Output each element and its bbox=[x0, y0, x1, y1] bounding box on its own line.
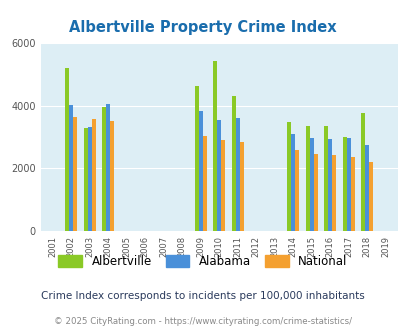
Bar bbox=[309, 138, 313, 231]
Bar bbox=[360, 113, 364, 231]
Bar bbox=[346, 138, 350, 231]
Bar bbox=[369, 162, 373, 231]
Bar bbox=[313, 154, 317, 231]
Bar bbox=[286, 121, 290, 231]
Bar bbox=[194, 86, 198, 231]
Bar bbox=[65, 68, 69, 231]
Text: © 2025 CityRating.com - https://www.cityrating.com/crime-statistics/: © 2025 CityRating.com - https://www.city… bbox=[54, 317, 351, 326]
Bar bbox=[110, 121, 114, 231]
Bar bbox=[290, 134, 294, 231]
Bar bbox=[83, 128, 87, 231]
Bar bbox=[305, 126, 309, 231]
Bar bbox=[106, 104, 110, 231]
Bar bbox=[364, 145, 369, 231]
Bar bbox=[87, 127, 92, 231]
Bar bbox=[239, 142, 243, 231]
Bar bbox=[92, 119, 96, 231]
Text: Albertville Property Crime Index: Albertville Property Crime Index bbox=[69, 20, 336, 35]
Bar bbox=[350, 157, 354, 231]
Bar bbox=[324, 126, 328, 231]
Bar bbox=[69, 105, 73, 231]
Bar bbox=[235, 118, 239, 231]
Bar bbox=[73, 117, 77, 231]
Bar bbox=[217, 120, 221, 231]
Bar bbox=[213, 61, 217, 231]
Bar bbox=[202, 136, 206, 231]
Legend: Albertville, Alabama, National: Albertville, Alabama, National bbox=[53, 250, 352, 273]
Bar bbox=[294, 150, 298, 231]
Bar bbox=[198, 111, 202, 231]
Bar bbox=[231, 96, 235, 231]
Bar bbox=[221, 140, 225, 231]
Bar bbox=[332, 155, 336, 231]
Bar bbox=[328, 140, 332, 231]
Bar bbox=[342, 137, 346, 231]
Bar bbox=[102, 107, 106, 231]
Text: Crime Index corresponds to incidents per 100,000 inhabitants: Crime Index corresponds to incidents per… bbox=[41, 291, 364, 301]
